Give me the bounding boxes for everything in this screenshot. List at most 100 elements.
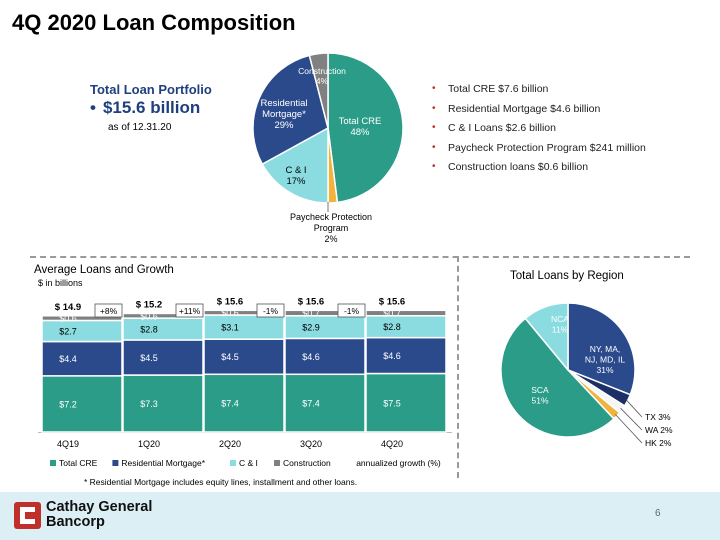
bar-segment-label: $2.8	[140, 325, 158, 335]
composition-pie-label: C & I	[285, 165, 306, 176]
bar-segment-label: $0.6	[59, 314, 77, 324]
bar-segment-label: $7.3	[140, 399, 158, 409]
bullet-item: Paycheck Protection Program $241 million	[432, 141, 646, 161]
bullet-dot: •	[90, 98, 96, 117]
legend-label: Construction	[283, 458, 331, 468]
portfolio-value-text: $15.6 billion	[102, 98, 201, 117]
bar-segment-label: $0.6	[140, 311, 158, 321]
composition-pie-label: 29%	[274, 120, 294, 131]
bar-category-label: 2Q20	[219, 439, 241, 449]
logo-line-2: Bancorp	[46, 514, 105, 530]
legend-growth-label: annualized growth (%)	[356, 458, 441, 468]
region-pie-label: SCA	[531, 385, 549, 395]
stacked-bar-segment	[41, 340, 123, 377]
composition-pie-label: Residential	[261, 98, 308, 109]
legend-swatch	[50, 460, 56, 466]
region-pie-label: NJ, MD, IL	[585, 355, 625, 365]
region-pie-label: 11%	[552, 325, 569, 335]
stacked-bar-segment	[284, 315, 366, 340]
bar-category-label: 1Q20	[138, 439, 160, 449]
growth-label: +11%	[179, 306, 201, 316]
composition-pie-label: Paycheck Protection	[290, 212, 372, 222]
composition-bullets: Total CRE $7.6 billion Residential Mortg…	[432, 82, 646, 180]
region-pie-slice	[567, 302, 636, 396]
bar-segment-label: $2.9	[302, 323, 320, 333]
stacked-bar-segment	[122, 339, 204, 376]
bar-total-label: $ 14.9	[55, 302, 81, 313]
footer: Cathay General Bancorp 6	[0, 492, 720, 540]
section-divider-horizontal	[30, 256, 690, 258]
composition-pie-label: Total CRE	[339, 116, 382, 127]
growth-label: -1%	[344, 306, 360, 316]
composition-pie-label: Construction	[298, 66, 346, 76]
bar-chart-subtitle: $ in billions	[38, 278, 83, 288]
legend-swatch	[230, 460, 236, 466]
growth-label: +8%	[100, 306, 118, 316]
legend-label: Total CRE	[59, 458, 98, 468]
stacked-bar-segment	[365, 309, 447, 317]
bar-category-label: 3Q20	[300, 439, 322, 449]
bullet-item: C & I Loans $2.6 billion	[432, 121, 646, 141]
bullet-item: Construction loans $0.6 billion	[432, 160, 646, 180]
bar-total-label: $ 15.2	[136, 299, 162, 310]
bar-segment-label: $3.1	[221, 323, 239, 333]
bar-segment-label: $4.6	[383, 351, 401, 361]
composition-pie-label: 2%	[324, 234, 337, 244]
growth-box	[337, 303, 366, 318]
footnote: * Residential Mortgage includes equity l…	[84, 477, 358, 487]
bullet-item: Total CRE $7.6 billion	[432, 82, 646, 102]
composition-pie-slice	[261, 126, 329, 204]
legend-swatch	[112, 460, 119, 466]
region-pie-slice	[524, 302, 569, 373]
stacked-bar-segment	[41, 375, 123, 433]
composition-pie-label: Mortgage*	[262, 109, 306, 120]
region-leader-line	[625, 399, 643, 418]
bar-segment-label: $7.4	[302, 399, 320, 409]
logo-line-1: Cathay General	[46, 499, 153, 515]
legend-label: Residential Mortgage*	[121, 458, 205, 468]
portfolio-title: Total Loan Portfolio	[90, 82, 212, 97]
composition-pie-slice	[252, 54, 329, 166]
stacked-bar-segment	[41, 319, 123, 343]
stacked-bar-segment	[284, 337, 366, 376]
stacked-bar-segment	[365, 372, 447, 433]
bar-total-label: $ 15.6	[217, 296, 243, 307]
composition-pie-label: 4%	[316, 76, 329, 86]
bar-segment-label: $0.7	[302, 309, 320, 319]
bullet-item: Residential Mortgage $4.6 billion	[432, 102, 646, 122]
region-pie-label: HK 2%	[645, 438, 672, 448]
region-pie-label: 51%	[531, 396, 548, 406]
bar-segment-label: $7.2	[59, 399, 77, 409]
region-pie-label: NY, MA,	[590, 344, 621, 354]
bar-segment-label: $4.6	[302, 352, 320, 362]
growth-box	[94, 303, 123, 318]
bar-category-label: 4Q19	[57, 439, 79, 449]
region-pie-label: WA 2%	[645, 425, 673, 435]
growth-label: -1%	[263, 306, 279, 316]
portfolio-value: • $15.6 billion	[90, 98, 200, 118]
stacked-bar-segment	[122, 317, 204, 341]
stacked-bar-segment	[203, 314, 285, 340]
composition-pie-slice	[308, 52, 329, 129]
bar-segment-label: $0.6	[221, 308, 239, 318]
stacked-bar-segment	[284, 373, 366, 433]
region-leader-line	[615, 414, 643, 444]
composition-pie-label: Program	[314, 223, 349, 233]
growth-box	[175, 303, 204, 318]
portfolio-as-of: as of 12.31.20	[108, 122, 172, 133]
section-divider-vertical	[457, 256, 459, 478]
growth-box	[256, 303, 285, 318]
bar-segment-label: $7.4	[221, 399, 239, 409]
stacked-bar-segment	[203, 373, 285, 433]
stacked-bar-segment	[365, 315, 447, 339]
bar-segment-label: $7.5	[383, 398, 401, 408]
stacked-bar-segment	[203, 338, 285, 376]
bar-segment-label: $2.8	[383, 322, 401, 332]
bar-total-label: $ 15.6	[298, 296, 324, 307]
region-pie-slice	[500, 317, 615, 438]
composition-pie-label: 48%	[350, 127, 370, 138]
bar-segment-label: $4.5	[221, 352, 239, 362]
page-title: 4Q 2020 Loan Composition	[12, 10, 296, 35]
bar-total-label: $ 15.6	[379, 296, 405, 307]
